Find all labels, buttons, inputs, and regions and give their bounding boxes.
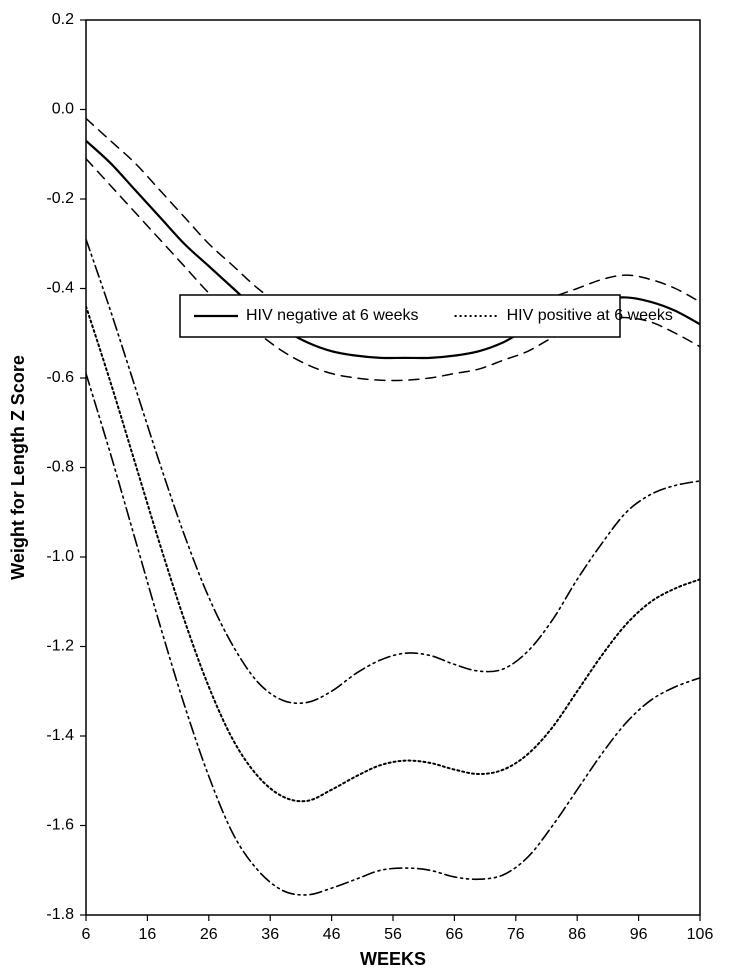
x-tick-label: 26 bbox=[200, 926, 218, 943]
x-tick-label: 16 bbox=[139, 926, 157, 943]
x-tick-label: 76 bbox=[507, 926, 525, 943]
x-tick-label: 66 bbox=[446, 926, 464, 943]
x-tick-label: 86 bbox=[568, 926, 586, 943]
y-tick-label: -0.8 bbox=[46, 459, 74, 476]
x-tick-label: 106 bbox=[687, 926, 714, 943]
y-tick-label: -0.4 bbox=[46, 280, 74, 297]
y-tick-label: -1.0 bbox=[46, 548, 74, 565]
y-tick-label: -0.6 bbox=[46, 369, 74, 386]
x-tick-label: 36 bbox=[261, 926, 279, 943]
x-tick-label: 96 bbox=[630, 926, 648, 943]
y-tick-label: -1.6 bbox=[46, 817, 74, 834]
y-axis-label: Weight for Length Z Score bbox=[8, 355, 28, 580]
y-tick-label: -0.2 bbox=[46, 190, 74, 207]
y-tick-label: -1.2 bbox=[46, 638, 74, 655]
legend-label: HIV negative at 6 weeks bbox=[246, 307, 419, 324]
x-tick-label: 56 bbox=[384, 926, 402, 943]
x-tick-label: 46 bbox=[323, 926, 341, 943]
chart-bg bbox=[0, 0, 729, 977]
line-chart: 0.2 0.0 -0.2 -0.4 -0.6 -0.8 -1.0 -1.2 -1.4 -1.6 -1… bbox=[0, 0, 729, 977]
y-tick-label: -1.4 bbox=[46, 727, 74, 744]
x-tick-label: 6 bbox=[82, 926, 91, 943]
y-tick-label: 0.0 bbox=[52, 101, 74, 118]
legend-label: HIV positive at 6 weeks bbox=[507, 307, 673, 324]
x-axis-label: WEEKS bbox=[360, 949, 426, 969]
y-tick-label: 0.2 bbox=[52, 11, 74, 28]
chart-container: 0.2 0.0 -0.2 -0.4 -0.6 -0.8 -1.0 -1.2 -1.4 -1.6 -1… bbox=[0, 0, 729, 977]
y-tick-label: -1.8 bbox=[46, 906, 74, 923]
